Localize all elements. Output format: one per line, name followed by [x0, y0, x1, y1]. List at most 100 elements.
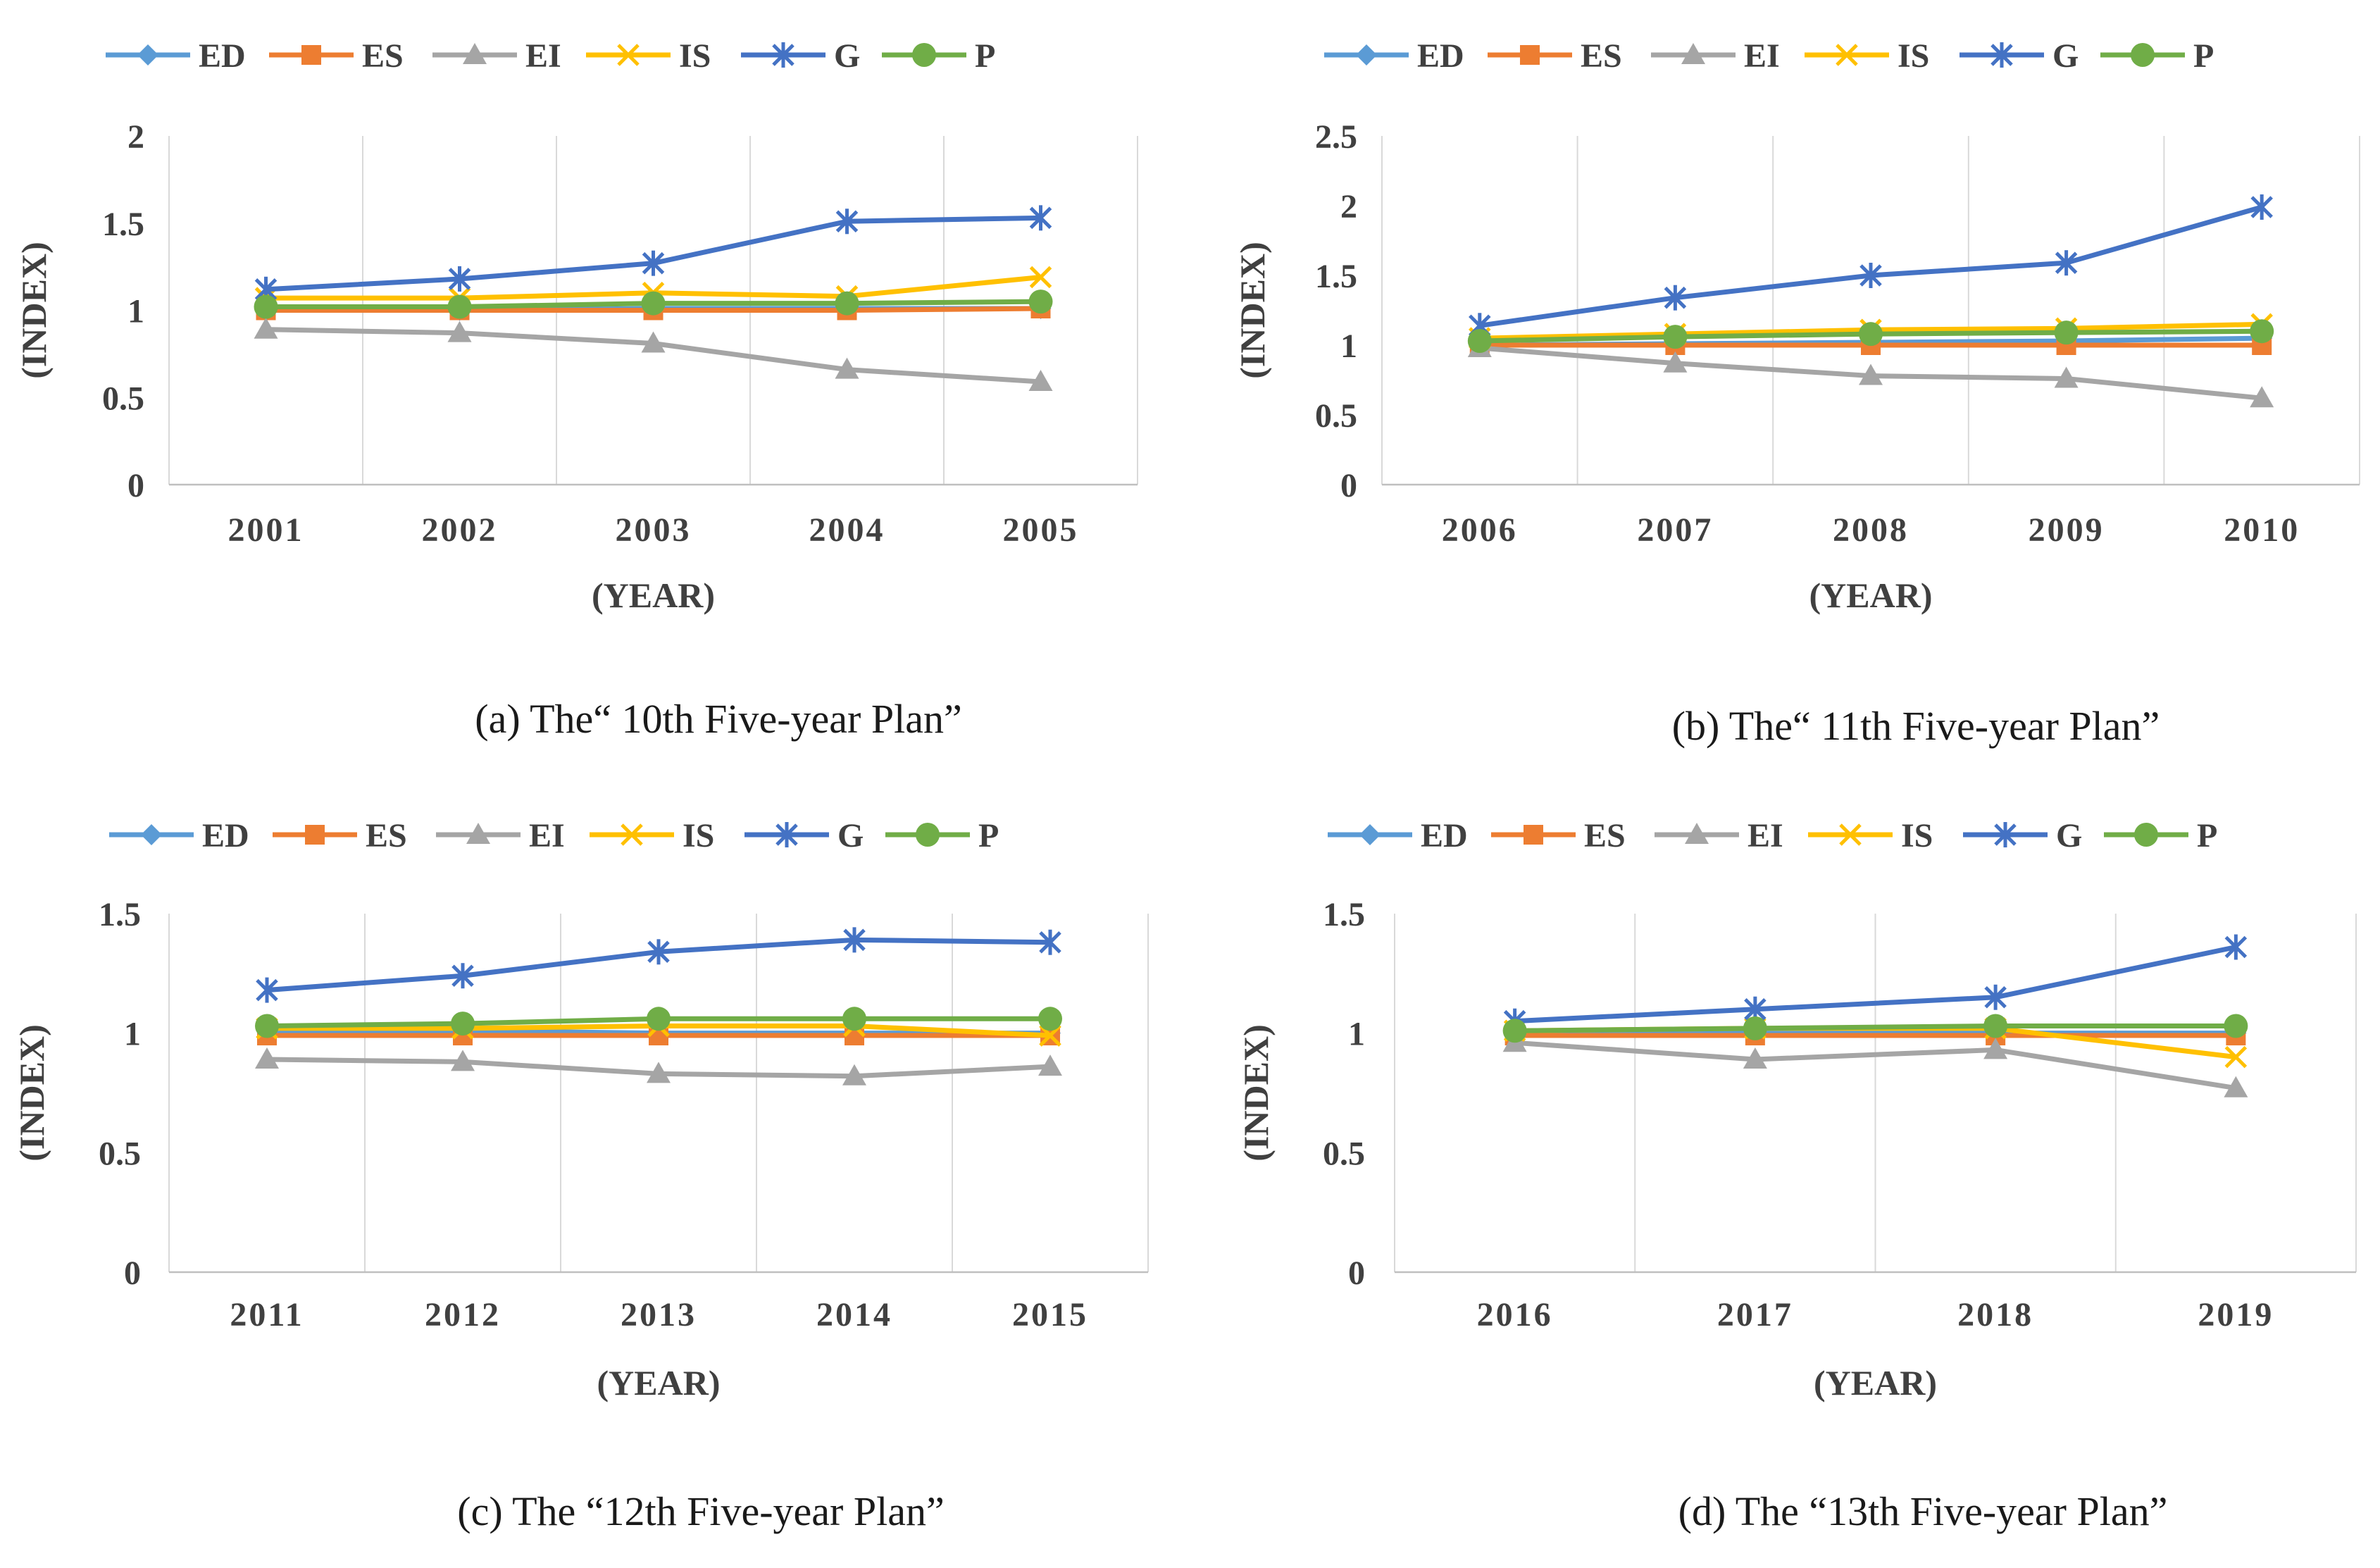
panel-d-line-p	[1512, 1023, 2238, 1033]
panel-b-legend-marker-ed	[1356, 44, 1377, 66]
panel-a-legend-label-ed: ED	[199, 37, 246, 75]
panel-a-legend: ED ES EI IS G P	[106, 37, 995, 75]
panel-c-point-g	[647, 939, 670, 965]
panel-a-point-ei	[1028, 369, 1053, 391]
panel-d-y-tick-label: 1.5	[1323, 896, 1365, 933]
panel-d-point-is	[2224, 1045, 2248, 1069]
panel-c-legend-item-ei: EI	[436, 817, 565, 854]
panel-c-series-g	[256, 927, 1061, 1003]
panel-a-point-is	[1029, 266, 1052, 289]
panel-b-legend-marker-es	[1520, 45, 1540, 65]
panel-a-x-tick-label: 2004	[809, 511, 885, 549]
panel-d-caption: (d) The “13th Five-year Plan”	[1678, 1488, 2168, 1534]
panel-d-point-ei	[1983, 1038, 2008, 1059]
panel-c-legend-label-g: G	[837, 817, 864, 854]
panel-b-y-axis-title: (INDEX)	[1233, 242, 1272, 378]
panel-a-legend-label-is: IS	[679, 37, 711, 75]
panel-b-y-tick-label: 2.5	[1315, 118, 1357, 156]
panel-c-legend-marker-p	[916, 823, 940, 847]
panel-d-legend-label-is: IS	[1901, 817, 1933, 854]
panel-b-point-p	[1467, 329, 1492, 354]
panel-d-legend-label-p: P	[2197, 817, 2217, 854]
panel-d-point-p	[1983, 1014, 2008, 1038]
panel-a-point-p	[835, 291, 859, 316]
panel-d-legend-marker-es	[1524, 825, 1543, 845]
panel-a-legend-label-ei: EI	[525, 37, 561, 75]
panel-d-y-axis-title: (INDEX)	[1236, 1024, 1276, 1161]
panel-c-legend-item-g: G	[744, 817, 864, 854]
panel-d-point-ei	[1743, 1047, 1767, 1069]
panel-c-x-tick-label: 2012	[425, 1296, 501, 1333]
panel-a-legend-marker-ed	[137, 44, 158, 66]
panel-d-legend-marker-p	[2134, 823, 2158, 847]
panel-d-point-p	[1743, 1016, 1767, 1040]
panel-b-series-p	[1467, 319, 2274, 354]
panel-d-legend-item-es: ES	[1491, 817, 1626, 854]
panel-b-point-ei	[2054, 366, 2079, 388]
panel-c-point-ei	[255, 1047, 279, 1069]
panel-b-series-g	[1469, 194, 2273, 339]
panel-c-x-tick-label: 2011	[230, 1296, 304, 1333]
panel-d-series-p	[1502, 1014, 2248, 1043]
panel-a-legend-item-ei: EI	[432, 37, 561, 75]
panel-c-legend-label-ed: ED	[202, 817, 249, 854]
panel-d-x-axis-title: (YEAR)	[1814, 1363, 1937, 1402]
panel-b-legend-label-g: G	[2052, 37, 2079, 75]
panel-b-legend-marker-is-stroke	[1836, 44, 1858, 66]
panel-c-legend-item-es: ES	[273, 817, 407, 854]
panel-d-legend-item-is: IS	[1808, 817, 1933, 854]
panel-d-series-ei	[1502, 1031, 2248, 1097]
panel-a-y-tick-label: 0	[127, 467, 144, 504]
panel-d-legend: ED ES EI IS G P	[1328, 817, 2217, 854]
panel-a-legend-marker-p	[912, 43, 936, 67]
panel-c-legend-item-ed: ED	[109, 817, 249, 854]
panel-c-legend-label-es: ES	[366, 817, 407, 854]
panel-a-point-ei	[447, 321, 472, 342]
panel-c-y-tick-label: 1	[124, 1016, 141, 1053]
panel-b-y-tick-label: 1	[1340, 328, 1357, 365]
panel-d-legend-item-g: G	[1963, 817, 2082, 854]
panel-c-series-ei	[255, 1047, 1062, 1085]
panel-a-point-is-stroke	[1029, 266, 1052, 289]
panel-a-series-ei	[254, 317, 1053, 391]
panel-b-legend-label-is: IS	[1898, 37, 1929, 75]
panel-a-x-tick-label: 2002	[422, 511, 498, 549]
panel-c-x-tick-label: 2014	[816, 1296, 892, 1333]
panel-c-point-p	[842, 1007, 866, 1031]
panel-a-series-p	[254, 290, 1053, 319]
panel-c-legend-item-p: P	[885, 817, 999, 854]
panel-b-x-tick-label: 2008	[1833, 511, 1909, 549]
panel-c-line-chart: 0 0.5 1 1.5 2011 2012 2013 2014 2015 (YEAR) (INDEX…	[12, 817, 1149, 1534]
panel-c-caption: (c) The “12th Five-year Plan”	[457, 1488, 944, 1534]
panel-a-legend-marker-g	[772, 42, 795, 68]
panel-b-legend-marker-p	[2131, 43, 2155, 67]
panel-a-x-tick-label: 2001	[228, 511, 304, 549]
panel-a-legend-marker-is-stroke	[617, 44, 640, 66]
panel-c-legend-marker-ed	[141, 824, 162, 845]
panel-b-y-tick-label: 0.5	[1315, 397, 1357, 435]
panel-d-legend-label-es: ES	[1584, 817, 1626, 854]
panel-c-legend-label-p: P	[978, 817, 999, 854]
panel-a-point-p	[447, 294, 472, 319]
panel-b-y-tick-label: 2	[1340, 188, 1357, 225]
panel-b-legend-label-p: P	[2193, 37, 2214, 75]
panel-b-line-chart: 0 0.5 1 1.5 2 2.5 2006 2007 2008 2009 2010 (YEAR) (I…	[1233, 37, 2360, 749]
panel-c-point-ei	[842, 1064, 866, 1085]
panel-a-y-tick-label: 2	[127, 118, 144, 156]
panel-c-legend-item-is: IS	[590, 817, 714, 854]
panel-d-legend-label-g: G	[2056, 817, 2082, 854]
panel-d-legend-marker-is-stroke	[1839, 823, 1862, 846]
panel-b-point-p	[1859, 322, 1883, 347]
panel-d-point-ei	[2224, 1076, 2248, 1097]
panel-b-legend-item-es: ES	[1488, 37, 1622, 75]
panel-c-y-axis-title: (INDEX)	[12, 1024, 51, 1161]
panel-b-legend-item-ed: ED	[1324, 37, 1464, 75]
panel-a-y-axis-title: (INDEX)	[14, 242, 54, 378]
panel-c-legend-label-ei: EI	[529, 817, 565, 854]
panel-a-point-p	[1028, 290, 1053, 314]
panel-c-point-is-stroke	[1039, 1024, 1061, 1047]
panel-d-line-g	[1512, 945, 2238, 1024]
panel-d-legend-item-ei: EI	[1655, 817, 1783, 854]
